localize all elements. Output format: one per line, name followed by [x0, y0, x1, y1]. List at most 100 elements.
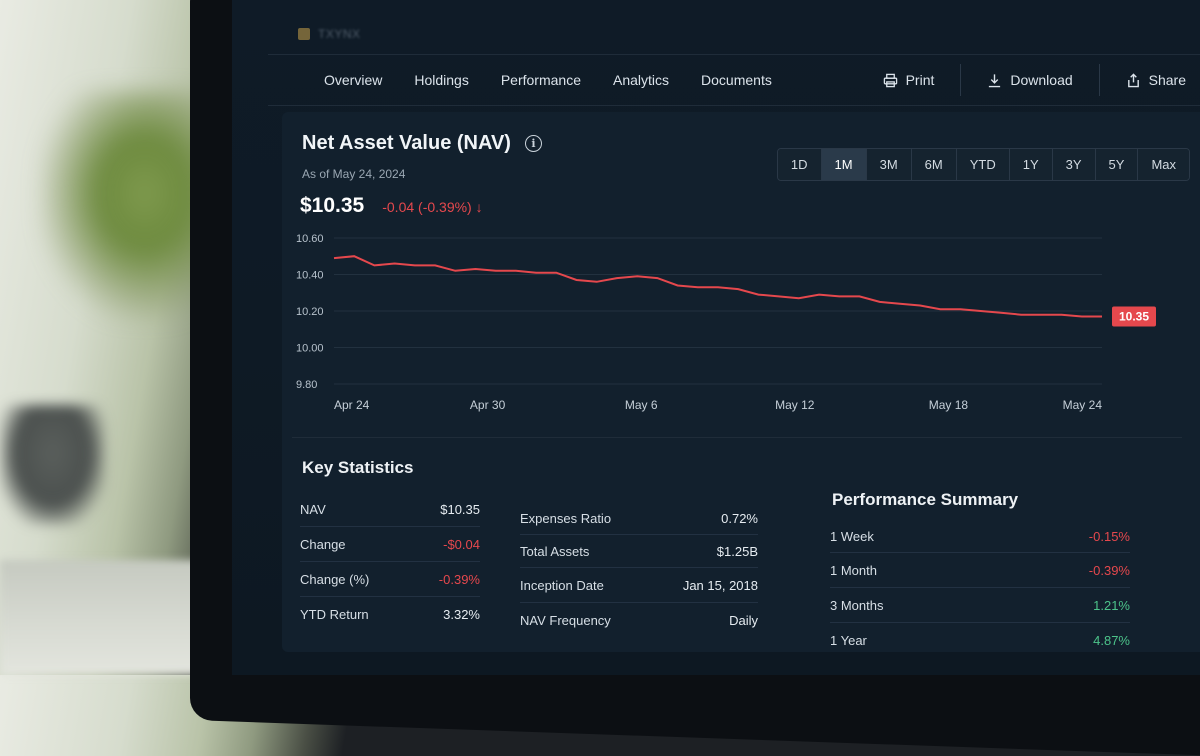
key-stats-right: Expenses Ratio 0.72% Total Assets $1.25B… [520, 502, 758, 637]
stat-value: Daily [729, 612, 758, 628]
stat-value: $1.25B [716, 543, 758, 559]
stat-row-expense-ratio: Expenses Ratio 0.72% [520, 502, 758, 535]
main-nav: Overview Holdings Performance Analytics … [268, 55, 1200, 106]
perf-value: -0.15% [1088, 528, 1130, 544]
perf-row-3m: 3 Months 1.21% [830, 588, 1130, 623]
stat-label: YTD Return [300, 606, 369, 622]
stat-label: NAV [300, 501, 326, 517]
nav-tabs: Overview Holdings Performance Analytics … [324, 72, 788, 88]
printer-icon [883, 73, 897, 87]
current-value-marker: 10.35 [1112, 306, 1156, 327]
x-tick-label: Apr 24 [334, 398, 370, 412]
perf-label: 1 Week [830, 528, 874, 544]
brand[interactable]: TXYNX [298, 27, 361, 41]
current-value-label: 10.35 [1119, 309, 1149, 323]
nav-price: $10.35 [300, 194, 365, 217]
brand-name: TXYNX [318, 27, 361, 41]
y-tick-label: 10.60 [296, 233, 324, 245]
range-max[interactable]: Max [1137, 149, 1189, 180]
y-tick-label: 10.40 [296, 270, 324, 282]
stat-label: Total Assets [520, 543, 590, 559]
key-statistics-title: Key Statistics [302, 458, 414, 477]
stat-label: Inception Date [520, 577, 604, 593]
app-header: TXYNX [268, 14, 1200, 55]
nav-chart: 10.60 10.40 10.20 10.00 9.80 Apr 24 Apr 30 May … [282, 224, 1200, 449]
stat-value: 3.32% [443, 606, 480, 622]
stat-row-nav: NAV $10.35 [300, 492, 480, 527]
x-tick-label: May 18 [929, 398, 969, 412]
y-tick-label: 10.20 [296, 306, 324, 318]
background-pot [0, 405, 105, 525]
perf-row-1m: 1 Month -0.39% [830, 553, 1130, 588]
perf-value: 1.21% [1093, 597, 1130, 613]
stat-row-total-assets: Total Assets $1.25B [520, 535, 758, 568]
nav-title-row: Net Asset Value (NAV) i [302, 132, 542, 155]
stat-label: Change [300, 536, 346, 552]
download-button[interactable]: Download [960, 64, 1098, 96]
time-range-selector: 1D 1M 3M 6M YTD 1Y 3Y 5Y Max [776, 148, 1190, 181]
y-tick-label: 10.00 [296, 343, 324, 355]
stat-value: $10.35 [440, 501, 480, 517]
nav-chart-svg: 10.60 10.40 10.20 10.00 9.80 Apr 24 Apr 30 May … [296, 233, 1156, 412]
print-label: Print [905, 72, 935, 88]
stat-row-inception: Inception Date Jan 15, 2018 [520, 568, 758, 603]
tab-analytics[interactable]: Analytics [613, 72, 670, 88]
key-stats-left: NAV $10.35 Change -$0.04 Change (%) -0.3… [300, 492, 480, 631]
stat-label: Expenses Ratio [520, 510, 612, 526]
tab-overview[interactable]: Overview [324, 72, 383, 88]
perf-value: -0.39% [1088, 562, 1130, 578]
stat-row-change-pct: Change (%) -0.39% [300, 562, 480, 597]
background-table [0, 560, 220, 675]
range-1y[interactable]: 1Y [1008, 149, 1052, 180]
share-icon [1127, 72, 1139, 87]
range-5y[interactable]: 5Y [1094, 149, 1138, 180]
info-icon[interactable]: i [524, 135, 542, 152]
print-button[interactable]: Print [857, 64, 961, 96]
range-ytd[interactable]: YTD [955, 149, 1009, 180]
stat-row-change: Change -$0.04 [300, 527, 480, 562]
stat-label: NAV Frequency [520, 612, 611, 628]
x-tick-label: May 24 [1063, 398, 1103, 412]
as-of-date: As of May 24, 2024 [302, 167, 406, 181]
perf-row-1w: 1 Week -0.15% [830, 520, 1130, 553]
laptop-screen: TXYNX Overview Holdings Performance Anal… [232, 0, 1200, 675]
nav-title: Net Asset Value (NAV) [302, 132, 511, 154]
tab-performance[interactable]: Performance [500, 72, 581, 88]
brand-logo-icon [298, 28, 310, 40]
tab-holdings[interactable]: Holdings [414, 72, 469, 88]
nav-actions: Print Download Share [857, 64, 1200, 96]
nav-change: -0.04 (-0.39%) ↓ [382, 199, 483, 215]
range-3m[interactable]: 3M [865, 149, 911, 180]
stat-value: -0.39% [438, 571, 480, 587]
price-row: $10.35 -0.04 (-0.39%) ↓ [300, 194, 483, 218]
perf-label: 1 Month [830, 562, 877, 578]
share-label: Share [1148, 72, 1186, 88]
range-1m[interactable]: 1M [820, 149, 866, 180]
x-tick-label: Apr 30 [470, 398, 506, 412]
stat-row-nav-frequency: NAV Frequency Daily [520, 603, 758, 637]
stat-value: -$0.04 [443, 536, 480, 552]
download-label: Download [1010, 72, 1073, 88]
y-tick-label: 9.80 [296, 379, 317, 391]
stat-value: Jan 15, 2018 [682, 577, 758, 593]
performance-summary-title: Performance Summary [832, 490, 1019, 509]
x-tick-label: May 6 [625, 398, 658, 412]
range-6m[interactable]: 6M [910, 149, 956, 180]
range-3y[interactable]: 3Y [1051, 149, 1095, 180]
stat-row-ytd: YTD Return 3.32% [300, 597, 480, 631]
perf-value: 4.87% [1093, 632, 1130, 648]
nav-series-line [333, 255, 1102, 318]
stat-value: 0.72% [721, 510, 758, 526]
x-tick-label: May 12 [775, 398, 815, 412]
perf-label: 3 Months [830, 597, 884, 613]
section-divider [292, 437, 1182, 438]
share-button[interactable]: Share [1098, 64, 1200, 96]
download-icon [989, 73, 1001, 87]
range-1d[interactable]: 1D [777, 149, 821, 180]
tab-documents[interactable]: Documents [701, 72, 772, 88]
performance-summary-table: 1 Week -0.15% 1 Month -0.39% 3 Months 1.… [830, 520, 1130, 657]
stat-label: Change (%) [300, 571, 370, 587]
nav-card: Net Asset Value (NAV) i As of May 24, 20… [282, 112, 1200, 652]
perf-row-1y: 1 Year 4.87% [830, 623, 1130, 657]
perf-label: 1 Year [830, 632, 867, 648]
